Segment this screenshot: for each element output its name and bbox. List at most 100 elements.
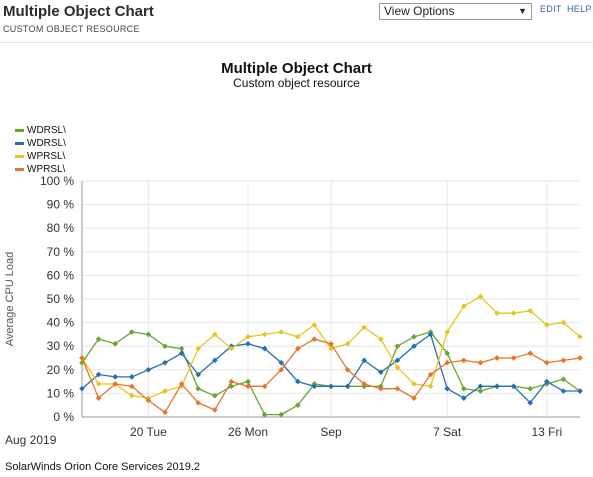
data-point — [510, 355, 517, 361]
y-tick-label: 80 % — [47, 221, 75, 235]
data-point — [245, 378, 251, 385]
data-point — [577, 333, 583, 340]
data-point — [577, 355, 583, 361]
data-point — [444, 329, 451, 335]
data-point — [460, 303, 467, 309]
data-point — [543, 322, 550, 328]
data-point — [178, 350, 185, 357]
legend-item[interactable]: WPRSL\ — [15, 150, 66, 163]
data-point — [527, 307, 534, 314]
footer-text: SolarWinds Orion Core Services 2019.2 — [5, 461, 201, 473]
data-point — [294, 333, 301, 340]
data-point — [195, 371, 202, 378]
data-point — [294, 402, 301, 409]
data-point — [211, 331, 218, 338]
data-point — [527, 350, 534, 357]
y-tick-label: 0 % — [53, 410, 74, 424]
legend-swatch — [15, 155, 24, 158]
x-tick-label: 13 Fri — [531, 425, 562, 439]
data-point — [577, 388, 583, 394]
data-point — [394, 364, 401, 371]
data-point — [245, 341, 251, 347]
data-point — [361, 357, 368, 364]
data-point — [460, 395, 467, 401]
data-point — [128, 329, 135, 335]
data-point — [112, 374, 119, 380]
data-point — [245, 383, 251, 390]
y-tick-label: 50 % — [47, 292, 75, 306]
data-point — [411, 381, 417, 387]
data-point — [411, 333, 417, 340]
data-point — [361, 381, 368, 387]
data-point — [477, 388, 484, 394]
data-point — [344, 383, 351, 390]
legend-label: WDRSL\ — [27, 125, 66, 136]
data-point — [311, 336, 318, 342]
data-point — [510, 310, 517, 316]
data-point — [311, 322, 318, 328]
data-point — [527, 385, 534, 392]
x-tick-label: 7 Sat — [433, 425, 462, 439]
data-point — [394, 385, 401, 392]
y-tick-label: 100 % — [40, 174, 74, 188]
page-title: Multiple Object Chart — [3, 3, 154, 20]
page-subtitle: CUSTOM OBJECT RESOURCE — [3, 24, 140, 34]
data-point — [195, 345, 202, 352]
y-tick-label: 70 % — [47, 245, 75, 259]
help-link[interactable]: HELP — [567, 4, 592, 14]
data-point — [294, 378, 301, 385]
x-tick-label: Sep — [320, 425, 342, 439]
y-tick-label: 30 % — [47, 339, 75, 353]
legend-label: WDRSL\ — [27, 138, 66, 149]
data-point — [444, 385, 451, 392]
data-point — [460, 357, 467, 364]
data-point — [477, 383, 484, 390]
data-point — [128, 374, 135, 380]
data-point — [494, 383, 500, 390]
data-point — [377, 385, 384, 392]
chart-subtitle: Custom object resource — [233, 76, 360, 90]
legend-item[interactable]: WDRSL\ — [15, 137, 66, 150]
data-point — [444, 350, 451, 357]
data-point — [145, 366, 152, 373]
data-point — [128, 392, 135, 399]
data-point — [527, 400, 534, 406]
data-point — [328, 341, 334, 347]
data-point — [278, 411, 285, 418]
data-point — [178, 345, 185, 352]
data-point — [95, 371, 102, 378]
data-point — [560, 376, 567, 383]
data-point — [477, 359, 484, 366]
data-point — [112, 381, 119, 387]
data-point — [377, 336, 384, 342]
data-point — [145, 397, 152, 404]
dropdown-arrow-icon: ▼ — [518, 6, 527, 16]
data-point — [195, 400, 202, 406]
y-tick-label: 20 % — [47, 363, 75, 377]
data-point — [494, 355, 500, 361]
data-point — [79, 355, 85, 361]
data-point — [560, 357, 567, 364]
data-point — [278, 359, 285, 366]
data-point — [494, 310, 500, 316]
data-point — [294, 345, 301, 352]
y-tick-label: 60 % — [47, 268, 75, 282]
y-tick-label: 10 % — [47, 386, 75, 400]
data-point — [377, 369, 384, 375]
data-point — [195, 385, 202, 392]
x-tick-label: 20 Tue — [130, 425, 167, 439]
data-point — [95, 395, 102, 401]
data-point — [211, 357, 218, 364]
data-point — [162, 388, 168, 394]
view-options-select[interactable]: View Options ▼ — [379, 3, 532, 20]
data-point — [178, 381, 185, 387]
data-point — [411, 343, 417, 350]
legend-item[interactable]: WDRSL\ — [15, 124, 66, 137]
legend-item[interactable]: WPRSL\ — [15, 163, 66, 176]
data-point — [411, 395, 417, 401]
legend-swatch — [15, 168, 24, 171]
data-point — [95, 336, 102, 342]
data-point — [261, 345, 268, 352]
data-point — [427, 383, 434, 390]
edit-link[interactable]: EDIT — [540, 4, 562, 14]
